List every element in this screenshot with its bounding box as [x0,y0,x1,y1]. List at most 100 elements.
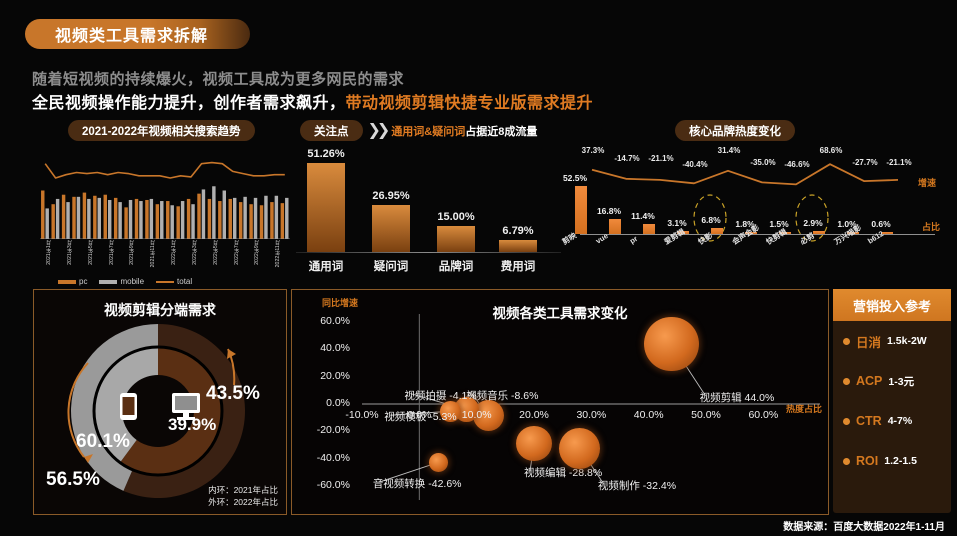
search-bar-mobile [139,201,143,239]
brand-growth-line [591,163,899,186]
panel-tool-demand-scatter: 视频各类工具需求变化 同比增速 热度占比 视频剪辑 44.0% 视频音乐 -8.6… [291,289,829,515]
panel-attention: 关注点 ❯❯ 通用词&疑问词占据近8成流量 51.26% 26.95% 15.00%… [296,120,564,285]
panel-device-title: 视频剪辑分端需求 [104,302,216,318]
brand-growth-legend: 增速 [918,178,937,188]
device-note-inner: 内环：2021年占比 [208,485,278,495]
scatter-point-label: 视频模板 -5.3% [384,411,457,424]
search-x-tick: 2022年11月 [275,240,282,268]
panel-search-trend: 2021-2022年视频相关搜索趋势 2021年1月 2021年3月 2021年5月… [32,120,294,285]
search-x-tick: 2021年7月 [108,240,115,265]
search-trend-svg [40,161,290,240]
device-outer-mobile-value: 56.5% [46,469,100,490]
search-bar-mobile [55,198,60,239]
search-bar-mobile [285,197,289,239]
search-bar-mobile [170,205,174,239]
brand-growth-value: -21.1% [886,158,912,167]
attention-bar-group: 6.79% [499,225,537,252]
legend-swatch-icon [58,279,76,284]
scatter-bubble[interactable] [516,425,552,461]
subtitle-secondary: 随着短视频的持续爆火，视频工具成为更多网民的需求 [32,71,405,88]
brand-share-value: 11.4% [631,210,655,221]
search-bar-pc [166,201,170,239]
subtitle-primary-text: 全民视频操作能力提升，创作者需求飙升， [32,95,346,112]
device-note-outer: 外环：2022年占比 [208,497,278,507]
search-bar-mobile [128,199,133,239]
device-inner-mobile-arc [120,347,222,475]
scatter-point-label: 视频制作 -32.4% [597,480,677,493]
attention-bar-group: 51.26% [307,148,345,252]
scatter-bubble[interactable] [429,452,449,472]
legend-swatch-icon [156,280,175,283]
brand-share-value: 0.6% [871,219,891,229]
brand-growth-value: -35.0% [750,158,776,167]
search-bar-mobile [76,196,81,239]
scatter-bubble[interactable] [644,316,699,371]
search-bar-mobile [222,190,226,239]
brand-share-bar [779,232,791,234]
search-legend-label: pc [79,277,88,286]
brand-growth-value: 31.4% [717,146,741,155]
attention-bar [372,204,410,252]
search-legend-label: total [177,277,193,286]
search-legend-label: mobile [120,277,145,286]
attention-caption: 通用词&疑问词占据近8成流量 [391,123,537,139]
attention-caption-highlight: 通用词&疑问词 [391,125,466,138]
search-x-tick: 2022年3月 [191,240,198,265]
kpi-value: 1.5k-2W [887,335,927,347]
brand-growth-value: 68.6% [819,146,843,155]
scatter-y-tick: -20.0% [316,424,350,437]
panel-search-title: 2021-2022年视频相关搜索趋势 [68,120,255,141]
attention-bar-value: 15.00% [437,210,475,223]
subtitle-primary: 全民视频操作能力提升，创作者需求飙升，带动视频剪辑快捷专业版需求提升 [32,89,593,113]
search-bar-mobile [45,208,49,239]
bullet-dot-icon [843,457,850,465]
search-bar-pc [228,198,232,239]
attention-caption-rest: 占据近8成流量 [465,125,538,138]
brand-highlight-ring [795,194,829,242]
brand-highlight-ring [693,194,727,242]
kpi-key: ACP [856,374,883,388]
brand-growth-value: -27.7% [852,158,878,167]
search-bar-pc [145,199,149,239]
brand-growth-value: 37.3% [581,146,605,155]
attention-bar [437,225,475,252]
attention-bar [307,162,345,252]
attention-bar-value: 6.79% [502,225,534,238]
brand-growth-value: -40.4% [682,160,708,169]
brand-share-bar [813,231,825,234]
scatter-bubble[interactable] [439,400,461,422]
panel-device-split: 视频剪辑分端需求 60.1% 39.9% 56.5% 43.5% 内环：2021年占比… [33,289,287,515]
search-bar-pc [259,205,264,239]
scatter-x-tick: 0.0% [407,409,432,421]
brand-share-bar [881,232,893,234]
search-total-line [44,161,285,179]
kpi-title: 营销投入参考 [833,289,951,321]
scatter-point-label: 视频剪辑 44.0% [699,391,775,404]
brand-share-legend: 占比 [922,222,941,232]
chevron-right-icon: ❯❯ [367,121,391,139]
search-bar-pc [270,202,274,239]
scatter-point-label: 音视频转换 -42.6% [372,478,462,491]
attention-category-label: 品牌词 [438,261,474,273]
scatter-y-tick: 60.0% [320,315,350,327]
scatter-bubble[interactable] [559,427,601,469]
brand-share-value: 2.9% [803,218,823,229]
brand-growth-value: -14.7% [614,154,640,163]
brand-share-bar [745,232,757,234]
brand-share-bar [609,218,621,234]
scatter-y-axis-label: 同比增速 [322,298,359,308]
scatter-y-tick: 20.0% [320,369,350,382]
attention-category-label: 通用词 [308,261,344,273]
search-bar-mobile [243,196,247,239]
search-bar-mobile [97,197,101,239]
brand-share-value: 1.5% [769,219,789,229]
search-bar-pc [249,204,253,239]
attention-bar-group: 26.95% [372,190,410,252]
brand-share-bar [643,223,655,234]
device-outer-pc-value: 43.5% [206,383,260,404]
brand-growth-value: -46.6% [784,160,810,169]
brand-share-bar [677,231,689,234]
scatter-x-tick: 40.0% [633,409,664,421]
search-bar-pc [82,192,87,239]
